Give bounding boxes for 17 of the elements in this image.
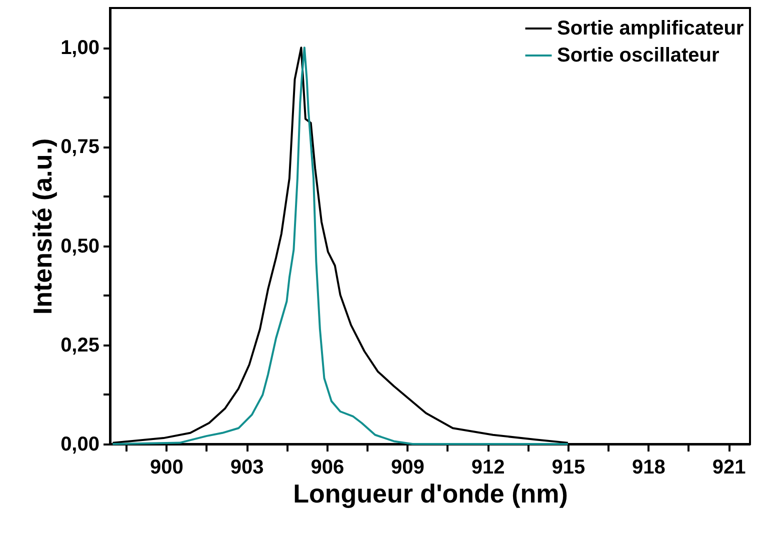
x-tick-label: 918 [632, 456, 666, 478]
legend-label: Sortie oscillateur [557, 44, 720, 66]
x-tick-label: 921 [712, 456, 746, 478]
y-tick-label: 0,50 [60, 235, 100, 258]
y-tick-label: 0,75 [60, 136, 100, 158]
x-axis-title: Longueur d'onde (nm) [293, 478, 568, 508]
x-tick-label: 900 [150, 456, 184, 478]
x-tick-label: 909 [391, 456, 424, 478]
y-tick-label: 1,00 [60, 37, 100, 60]
y-tick-label: 0,25 [60, 334, 100, 356]
legend-label: Sortie amplificateur [557, 18, 744, 40]
x-tick-label: 903 [230, 456, 264, 478]
y-tick-label: 0,00 [60, 434, 100, 456]
y-axis-title: Intensité (a.u.) [28, 138, 58, 315]
x-tick-label: 915 [552, 456, 586, 478]
x-tick-label: 912 [471, 456, 505, 478]
x-tick-label: 906 [310, 456, 344, 478]
